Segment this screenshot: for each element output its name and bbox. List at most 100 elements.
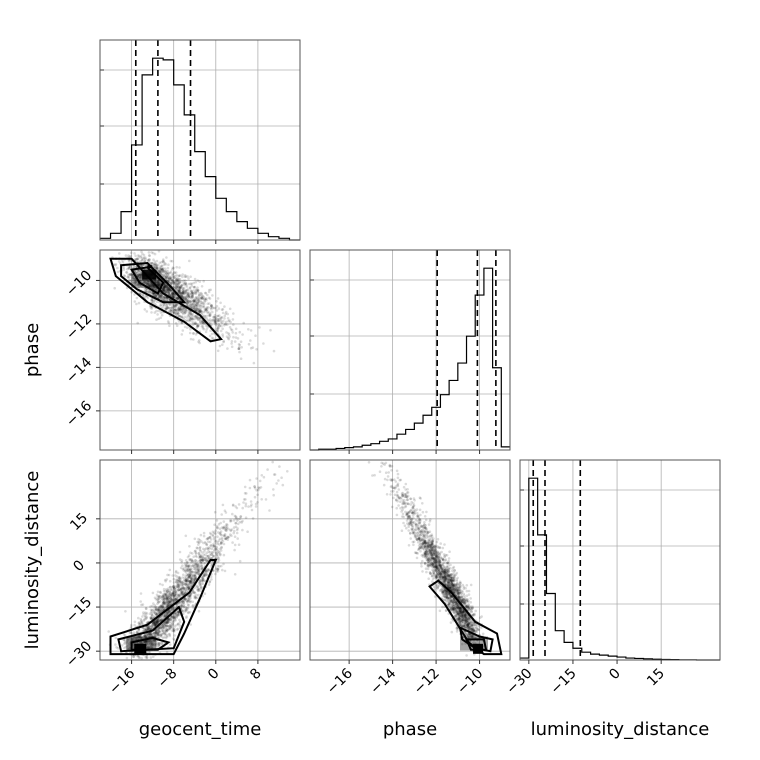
sample-point bbox=[203, 574, 206, 578]
sample-point bbox=[191, 559, 194, 562]
sample-point bbox=[150, 608, 154, 612]
sample-point bbox=[158, 261, 162, 265]
sample-point bbox=[202, 302, 206, 306]
sample-point bbox=[222, 520, 226, 523]
sample-point bbox=[230, 342, 233, 345]
sample-point bbox=[175, 279, 178, 283]
sample-point bbox=[187, 318, 190, 322]
sample-point bbox=[233, 340, 237, 343]
sample-point bbox=[171, 279, 175, 282]
sample-point bbox=[174, 308, 177, 312]
sample-point bbox=[153, 263, 156, 267]
sample-point bbox=[156, 281, 160, 284]
sample-point bbox=[139, 276, 142, 280]
sample-point bbox=[202, 279, 205, 283]
sample-point bbox=[176, 627, 180, 631]
sample-point bbox=[439, 542, 443, 545]
sample-point bbox=[238, 330, 242, 334]
sample-point bbox=[224, 320, 228, 324]
sample-point bbox=[196, 301, 200, 305]
sample-point bbox=[181, 292, 185, 295]
sample-point bbox=[202, 327, 206, 331]
sample-point bbox=[233, 535, 237, 538]
sample-point bbox=[216, 314, 219, 318]
sample-point bbox=[167, 321, 171, 325]
sample-point bbox=[255, 477, 258, 480]
sample-point bbox=[226, 312, 229, 316]
sample-point bbox=[184, 283, 188, 287]
sample-point bbox=[179, 307, 182, 311]
sample-point bbox=[218, 527, 222, 530]
sample-point bbox=[139, 292, 142, 296]
sample-point bbox=[148, 284, 152, 288]
sample-point bbox=[190, 284, 193, 288]
sample-point bbox=[181, 295, 184, 299]
sample-point bbox=[125, 271, 128, 274]
sample-point bbox=[272, 349, 276, 353]
sample-point bbox=[194, 322, 198, 325]
sample-point bbox=[151, 292, 155, 295]
sample-point bbox=[138, 291, 141, 295]
sample-point bbox=[137, 656, 141, 659]
sample-point bbox=[192, 555, 195, 559]
sample-point bbox=[211, 318, 214, 322]
sample-point bbox=[189, 275, 192, 279]
sample-point bbox=[220, 316, 223, 320]
sample-point bbox=[184, 295, 188, 298]
sample-point bbox=[403, 524, 407, 527]
sample-point bbox=[194, 333, 198, 336]
sample-point bbox=[194, 295, 198, 299]
sample-point bbox=[187, 586, 191, 589]
sample-point bbox=[169, 289, 173, 292]
sample-point bbox=[176, 282, 180, 286]
sample-point bbox=[185, 291, 188, 295]
sample-point bbox=[198, 320, 202, 324]
sample-point bbox=[137, 273, 141, 276]
sample-point bbox=[222, 542, 226, 546]
sample-point bbox=[158, 269, 161, 273]
sample-point bbox=[185, 299, 189, 303]
sample-point bbox=[180, 283, 184, 287]
sample-point bbox=[254, 505, 258, 508]
sample-point bbox=[136, 321, 139, 325]
sample-point bbox=[141, 603, 145, 606]
sample-point bbox=[234, 331, 238, 335]
sample-point bbox=[199, 549, 202, 553]
sample-point bbox=[171, 302, 174, 306]
sample-point bbox=[193, 596, 197, 600]
sample-point bbox=[205, 328, 208, 331]
sample-point bbox=[164, 284, 168, 288]
sample-point bbox=[173, 625, 177, 628]
sample-point bbox=[218, 314, 221, 317]
sample-point bbox=[171, 272, 175, 276]
sample-point bbox=[178, 550, 182, 554]
sample-point bbox=[208, 540, 212, 544]
sample-point bbox=[194, 297, 198, 300]
sample-point bbox=[237, 543, 241, 546]
sample-point bbox=[172, 281, 175, 285]
sample-point bbox=[183, 275, 187, 279]
sample-point bbox=[238, 350, 241, 354]
sample-point bbox=[202, 305, 206, 308]
sample-point bbox=[172, 619, 176, 623]
sample-point bbox=[158, 582, 162, 586]
sample-point bbox=[230, 528, 234, 531]
sample-point bbox=[160, 297, 164, 301]
sample-point bbox=[219, 541, 223, 544]
sample-point bbox=[189, 623, 192, 626]
sample-point bbox=[147, 291, 151, 294]
sample-point bbox=[221, 503, 225, 507]
sample-point bbox=[400, 529, 404, 532]
sample-point bbox=[174, 580, 178, 584]
sample-point bbox=[184, 279, 187, 282]
sample-point bbox=[204, 291, 207, 295]
sample-point bbox=[201, 321, 204, 324]
sample-point bbox=[160, 635, 163, 638]
sample-point bbox=[164, 291, 167, 294]
sample-point bbox=[251, 517, 255, 520]
sample-point bbox=[172, 305, 176, 309]
sample-point bbox=[216, 560, 220, 564]
sample-point bbox=[199, 561, 203, 565]
sample-point bbox=[192, 285, 196, 289]
